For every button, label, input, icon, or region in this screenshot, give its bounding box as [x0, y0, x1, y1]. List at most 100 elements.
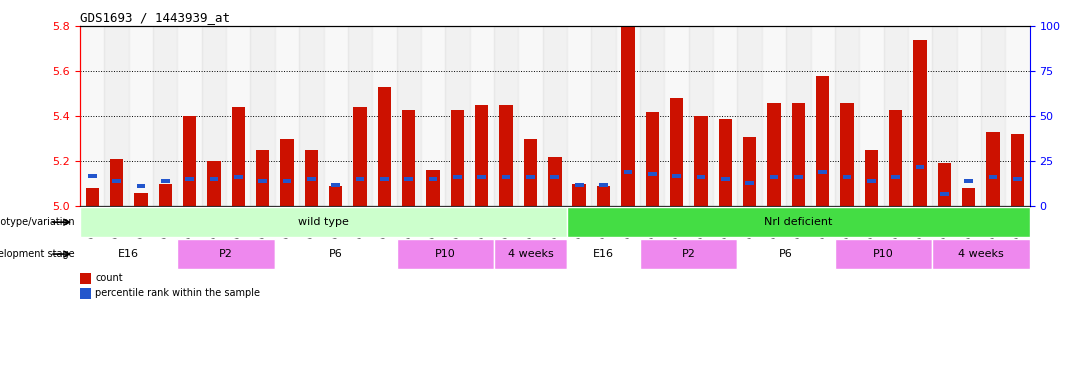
Bar — [940, 192, 949, 196]
Bar — [989, 176, 998, 179]
Bar — [859, 26, 883, 206]
Bar — [818, 170, 827, 174]
Bar — [519, 26, 543, 206]
Bar — [596, 186, 610, 206]
Bar — [834, 26, 859, 206]
Bar — [575, 183, 584, 187]
Bar — [450, 110, 464, 206]
Bar — [737, 26, 762, 206]
Bar — [477, 176, 487, 179]
Bar — [640, 26, 665, 206]
Text: count: count — [95, 273, 123, 284]
Bar — [299, 26, 323, 206]
Text: GDS1693 / 1443939_at: GDS1693 / 1443939_at — [80, 11, 230, 24]
Bar — [1010, 134, 1024, 206]
Bar — [404, 177, 413, 181]
Bar — [429, 177, 437, 181]
Text: 4 weeks: 4 weeks — [958, 249, 1004, 259]
Bar — [307, 177, 316, 181]
Bar — [745, 181, 754, 185]
Bar — [981, 26, 1005, 206]
Bar — [737, 239, 834, 269]
Bar — [353, 107, 367, 206]
Bar — [177, 239, 275, 269]
Bar — [864, 150, 878, 206]
Bar — [526, 176, 535, 179]
Bar — [811, 26, 834, 206]
Bar — [397, 239, 494, 269]
Bar — [105, 26, 129, 206]
Bar — [689, 26, 713, 206]
Bar — [475, 105, 489, 206]
Bar — [501, 176, 510, 179]
Bar — [209, 177, 219, 181]
Bar — [965, 179, 973, 183]
Bar — [695, 116, 707, 206]
Bar — [80, 239, 177, 269]
Bar — [137, 184, 145, 188]
Bar — [134, 193, 147, 206]
Bar — [445, 26, 469, 206]
Bar — [908, 26, 933, 206]
Bar — [232, 107, 245, 206]
Bar — [816, 76, 829, 206]
Bar — [186, 177, 194, 181]
Bar — [567, 26, 591, 206]
Bar — [524, 139, 537, 206]
Bar — [843, 176, 851, 179]
Text: E16: E16 — [593, 249, 614, 259]
Text: percentile rank within the sample: percentile rank within the sample — [95, 288, 260, 298]
Bar — [251, 26, 275, 206]
Bar — [494, 26, 519, 206]
Bar — [834, 239, 933, 269]
Bar — [202, 26, 226, 206]
Bar — [226, 26, 251, 206]
Bar — [551, 176, 559, 179]
Text: 4 weeks: 4 weeks — [508, 249, 554, 259]
Bar — [933, 26, 957, 206]
Bar — [600, 183, 608, 187]
Bar — [767, 103, 781, 206]
Bar — [380, 177, 388, 181]
Bar — [891, 176, 901, 179]
Bar — [867, 179, 876, 183]
Bar — [397, 26, 420, 206]
Bar — [648, 172, 656, 176]
Bar — [938, 164, 951, 206]
Bar — [616, 26, 640, 206]
Bar — [207, 161, 221, 206]
Bar — [427, 170, 440, 206]
Bar — [80, 288, 92, 298]
Bar — [548, 157, 561, 206]
Bar — [329, 186, 343, 206]
Text: P10: P10 — [873, 249, 894, 259]
Bar — [567, 239, 640, 269]
Bar — [913, 40, 927, 206]
Bar — [275, 239, 397, 269]
Text: P2: P2 — [219, 249, 233, 259]
Bar — [1005, 26, 1030, 206]
Bar — [87, 174, 96, 178]
Bar — [883, 26, 908, 206]
Bar — [670, 98, 683, 206]
Bar — [640, 239, 737, 269]
Bar — [348, 26, 372, 206]
Bar — [80, 273, 92, 284]
Bar — [762, 26, 786, 206]
Bar — [672, 174, 681, 178]
Bar — [697, 176, 705, 179]
Bar — [986, 132, 1000, 206]
Bar — [646, 112, 659, 206]
Bar — [933, 239, 1030, 269]
Bar — [718, 118, 732, 206]
Bar — [567, 207, 1030, 237]
Bar — [769, 176, 778, 179]
Bar — [915, 165, 924, 169]
Bar — [372, 26, 397, 206]
Bar — [80, 26, 105, 206]
Bar — [957, 26, 981, 206]
Bar — [792, 103, 805, 206]
Text: P6: P6 — [779, 249, 793, 259]
Bar — [234, 176, 242, 179]
Bar — [258, 179, 267, 183]
